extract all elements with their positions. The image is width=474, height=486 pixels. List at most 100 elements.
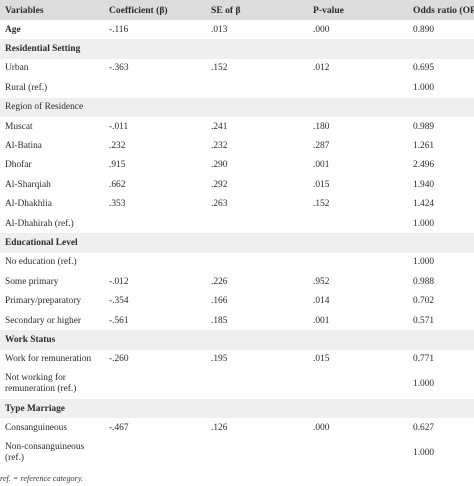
cell-se (206, 253, 308, 272)
header-row: Variables Coefficient (β) SE of β P-valu… (0, 0, 474, 20)
cell-variable: Al-Dhakhlia (5, 199, 52, 210)
table-row: Urban -.363 .152 .012 0.695 (0, 59, 474, 78)
cell-variable: Consanguineous (5, 423, 67, 434)
cell-p-value (308, 233, 408, 252)
cell-odds-ratio (408, 233, 474, 252)
cell-variable: Al-Batina (5, 141, 42, 152)
cell-p-value: .015 (313, 179, 330, 190)
cell-p-value (308, 369, 408, 399)
regression-table: Variables Coefficient (β) SE of β P-valu… (0, 0, 474, 468)
cell-coefficient (104, 78, 206, 97)
cell-se (206, 214, 308, 233)
cell-p-value (308, 214, 408, 233)
table-row: Al-Dhahirah (ref.) 1.000 (0, 214, 474, 233)
cell-coefficient: -.354 (109, 296, 129, 307)
header-variables: Variables (5, 4, 44, 16)
cell-coefficient: .353 (109, 199, 126, 210)
table-row: Work for remuneration -.260 .195 .015 0.771 (0, 350, 474, 369)
cell-odds-ratio: 1.000 (413, 82, 435, 93)
cell-variable: Al-Sharqiah (5, 179, 51, 190)
cell-odds-ratio (408, 330, 474, 349)
cell-variable: Not working for remuneration (ref.) (5, 373, 77, 395)
cell-variable: Residential Setting (5, 44, 81, 55)
cell-odds-ratio: 1.000 (413, 257, 435, 268)
section-row: Residential Setting (0, 39, 474, 59)
cell-se (206, 39, 308, 58)
cell-se: .185 (211, 315, 228, 326)
cell-coefficient: -.116 (109, 24, 129, 35)
cell-variable: Type Marriage (5, 403, 65, 414)
table-row: Not working for remuneration (ref.) 1.000 (0, 369, 474, 399)
cell-se: .290 (211, 160, 228, 171)
cell-p-value (308, 39, 408, 58)
cell-odds-ratio: 1.000 (413, 447, 435, 458)
table-row: Al-Dhakhlia .353 .263 .152 1.424 (0, 195, 474, 214)
cell-variable: Work Status (5, 334, 56, 345)
cell-odds-ratio: 0.571 (413, 315, 435, 326)
cell-coefficient (104, 369, 206, 399)
cell-se: .263 (211, 199, 228, 210)
cell-variable: Age (5, 24, 21, 35)
cell-p-value (308, 253, 408, 272)
cell-odds-ratio: 0.771 (413, 354, 435, 365)
cell-odds-ratio: 1.424 (413, 199, 435, 210)
cell-odds-ratio: 0.695 (413, 63, 435, 74)
table-header: Variables Coefficient (β) SE of β P-valu… (0, 0, 474, 20)
cell-p-value: .015 (313, 354, 330, 365)
table-row: Dhofar .915 .290 .001 2.496 (0, 156, 474, 175)
header-odds-ratio: Odds ratio (OR) (413, 4, 474, 16)
cell-se: .241 (211, 121, 228, 132)
section-row: Educational Level (0, 233, 474, 253)
cell-p-value (308, 78, 408, 97)
cell-odds-ratio: 0.988 (413, 276, 435, 287)
cell-se: .013 (211, 24, 228, 35)
table-body: Age -.116 .013 .000 0.890 Residential Setting… (0, 20, 474, 468)
section-row: Type Marriage (0, 399, 474, 419)
cell-variable: Al-Dhahirah (ref.) (5, 218, 74, 229)
cell-p-value: .001 (313, 315, 330, 326)
cell-se: .152 (211, 63, 228, 74)
header-coefficient: Coefficient (β) (109, 4, 168, 16)
table-row: Age -.116 .013 .000 0.890 (0, 20, 474, 39)
cell-se: .166 (211, 296, 228, 307)
cell-p-value: .180 (313, 121, 330, 132)
cell-p-value: .012 (313, 63, 330, 74)
cell-coefficient (104, 330, 206, 349)
cell-variable: Educational Level (5, 237, 78, 248)
cell-coefficient (104, 399, 206, 418)
cell-se: .126 (211, 423, 228, 434)
cell-se (206, 369, 308, 399)
table-row: No education (ref.) 1.000 (0, 253, 474, 272)
cell-se (206, 233, 308, 252)
cell-p-value (308, 399, 408, 418)
table-row: Primary/preparatory -.354 .166 .014 0.702 (0, 291, 474, 310)
cell-se: .292 (211, 179, 228, 190)
table-row: Consanguineous -.467 .126 .000 0.627 (0, 418, 474, 437)
cell-p-value: .287 (313, 141, 330, 152)
table-footnote: ref. = reference category. (0, 474, 84, 483)
cell-odds-ratio: 1.000 (413, 379, 435, 390)
cell-odds-ratio (408, 39, 474, 58)
cell-coefficient (104, 39, 206, 58)
cell-coefficient: -.467 (109, 423, 129, 434)
table-row: Al-Batina .232 .232 .287 1.261 (0, 136, 474, 155)
cell-odds-ratio: 1.261 (413, 141, 435, 152)
cell-coefficient (104, 214, 206, 233)
cell-variable: Urban (5, 63, 29, 74)
cell-p-value (308, 330, 408, 349)
cell-coefficient (104, 253, 206, 272)
cell-variable: Work for remuneration (5, 354, 92, 365)
header-se: SE of β (211, 4, 241, 16)
cell-se (206, 98, 308, 117)
cell-variable: Rural (ref.) (5, 82, 48, 93)
table-row: Rural (ref.) 1.000 (0, 78, 474, 97)
cell-se (206, 78, 308, 97)
table-row: Muscat -.011 .241 .180 0.989 (0, 117, 474, 136)
cell-odds-ratio (408, 98, 474, 117)
cell-p-value (308, 438, 408, 468)
cell-coefficient: -.561 (109, 315, 129, 326)
regression-table-container: Variables Coefficient (β) SE of β P-valu… (0, 0, 474, 468)
cell-variable: Dhofar (5, 160, 32, 171)
cell-odds-ratio: 1.000 (413, 218, 435, 229)
cell-p-value: .152 (313, 199, 330, 210)
